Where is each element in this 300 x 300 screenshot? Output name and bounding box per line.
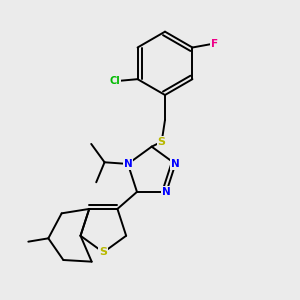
Text: N: N xyxy=(171,159,180,169)
Text: Cl: Cl xyxy=(110,76,121,86)
Text: S: S xyxy=(99,247,107,257)
Text: N: N xyxy=(162,187,171,197)
Text: S: S xyxy=(158,137,166,147)
Text: N: N xyxy=(124,159,132,169)
Text: F: F xyxy=(211,39,218,49)
